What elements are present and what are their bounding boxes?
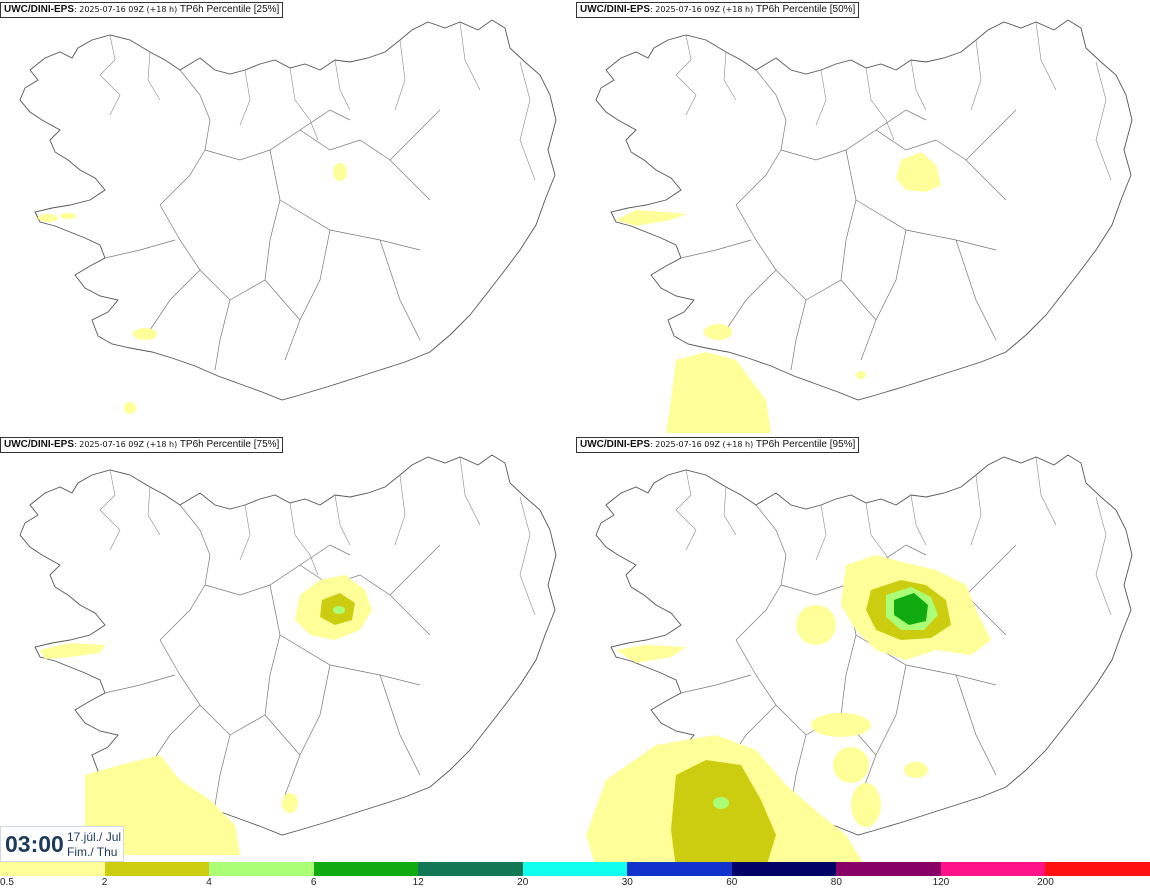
legend-tick-label: 2 [101, 877, 108, 888]
map-canvas [19, 19, 557, 414]
valid-time: 03:00 [5, 831, 64, 857]
legend-tick-label: 200 [1037, 877, 1054, 888]
map-panel-75: UWC/DINI-EPS: 2025-07-16 09Z (+18 h) TP6… [0, 435, 574, 868]
map-canvas [586, 454, 1133, 868]
legend-tick-label: 30 [621, 877, 633, 888]
legend-color-swatch [731, 862, 838, 876]
legend-color-swatch [0, 862, 106, 876]
legend-color-swatch [836, 862, 942, 876]
legend-color-swatch [522, 862, 629, 876]
valid-time-box: 03:00 17.júl./ Jul Fim./ Thu [0, 826, 124, 862]
legend-color-swatch [418, 862, 524, 876]
map-panel-50: UWC/DINI-EPS: 2025-07-16 09Z (+18 h) TP6… [576, 0, 1150, 433]
panel-title: UWC/DINI-EPS: 2025-07-16 09Z (+18 h) TP6… [576, 437, 860, 453]
map-canvas [19, 454, 557, 855]
legend-color-swatch [940, 862, 1047, 876]
legend-tick-label: 0.5 [0, 877, 14, 888]
legend-color-swatch [313, 862, 420, 876]
valid-weekday: Fim./ Thu [67, 845, 118, 859]
legend-color-swatch [1045, 862, 1150, 876]
valid-date: 17.júl./ Jul [67, 830, 122, 844]
map-panel-25: UWC/DINI-EPS: 2025-07-16 09Z (+18 h) TP6… [0, 0, 574, 433]
legend-color-swatch [209, 862, 315, 876]
legend-tick-label: 60 [726, 877, 738, 888]
panel-title: UWC/DINI-EPS: 2025-07-16 09Z (+18 h) TP6… [576, 2, 860, 18]
color-legend: 0.5 2 4 6 12 20 30 60 80 120 200 [0, 862, 1150, 891]
legend-color-swatch [104, 862, 211, 876]
legend-tick-label: 120 [932, 877, 950, 888]
legend-tick-label: 80 [830, 877, 842, 888]
panel-title: UWC/DINI-EPS: 2025-07-16 09Z (+18 h) TP6… [0, 2, 284, 18]
map-canvas [595, 19, 1133, 433]
legend-tick-label: 20 [517, 877, 529, 888]
legend-tick-label: 12 [412, 877, 424, 888]
panel-title: UWC/DINI-EPS: 2025-07-16 09Z (+18 h) TP6… [0, 437, 284, 453]
legend-tick-label: 6 [310, 877, 317, 888]
legend-tick-label: 4 [206, 877, 212, 888]
map-panel-95: UWC/DINI-EPS: 2025-07-16 09Z (+18 h) TP6… [576, 435, 1150, 868]
legend-color-swatch [627, 862, 733, 876]
